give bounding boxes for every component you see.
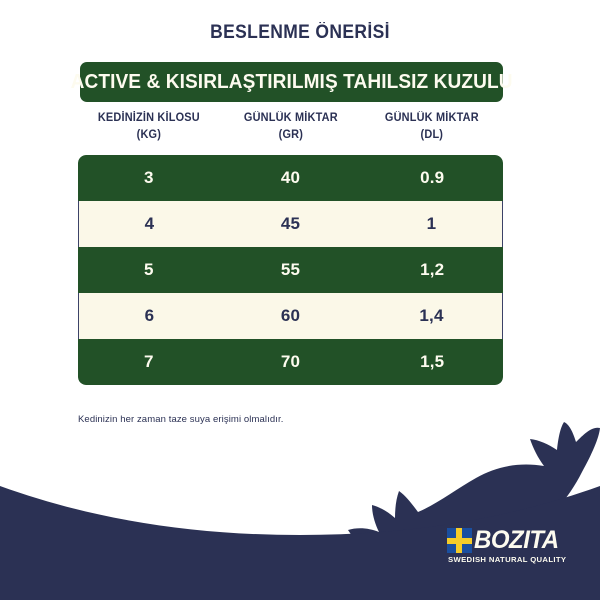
column-header-amount-gr-title: GÜNLÜK MİKTAR [243, 112, 338, 124]
swedish-flag-icon [447, 528, 472, 553]
cell-weight: 5 [144, 260, 154, 279]
column-header-weight-unit: (KG) [136, 129, 162, 141]
feeding-table: 3 40 0.9 4 45 1 5 55 1,2 6 60 1,4 7 70 1… [78, 155, 503, 385]
column-header-amount-gr-unit: (GR) [278, 129, 303, 141]
column-header-weight: KEDİNİZİN KİLOSU (KG) [82, 110, 217, 144]
cell-amount-dl: 1 [426, 214, 437, 233]
cell-weight: 6 [144, 306, 155, 325]
bozita-logo: BOZITA SWEDISH NATURAL QUALITY [447, 528, 566, 564]
column-header-weight-title: KEDİNİZİN KİLOSU [97, 112, 200, 124]
logo-tagline: SWEDISH NATURAL QUALITY [448, 555, 567, 564]
product-banner-label: ACTIVE & KISIRLAŞTIRILMIŞ TAHILSIZ KUZUL… [70, 70, 513, 93]
cell-weight: 7 [144, 352, 154, 371]
column-header-amount-dl-title: GÜNLÜK MİKTAR [385, 112, 480, 124]
cell-weight: 3 [144, 168, 154, 187]
column-header-amount-dl-unit: (DL) [420, 129, 444, 141]
cell-amount-dl: 0.9 [420, 168, 445, 187]
table-row: 5 55 1,2 [78, 247, 503, 293]
footer-wave-graphic [0, 420, 600, 600]
table-row: 3 40 0.9 [78, 155, 503, 201]
column-header-amount-dl: GÜNLÜK MİKTAR (DL) [365, 110, 500, 144]
logo-wordmark: BOZITA [474, 526, 559, 554]
product-banner: ACTIVE & KISIRLAŞTIRILMIŞ TAHILSIZ KUZUL… [71, 62, 512, 102]
cell-amount-gr: 55 [280, 260, 301, 279]
column-header-amount-gr: GÜNLÜK MİKTAR (GR) [223, 110, 358, 144]
table-row: 7 70 1,5 [78, 339, 503, 385]
table-row: 6 60 1,4 [78, 293, 503, 339]
page-title: BESLENME ÖNERİSİ [210, 22, 390, 43]
flag-cross-vertical [455, 528, 462, 553]
wave-shape [0, 486, 600, 600]
cell-weight: 4 [144, 214, 155, 233]
footnote-text: Kedinizin her zaman taze suya erişimi ol… [78, 414, 284, 425]
cell-amount-gr: 70 [280, 352, 301, 371]
cell-amount-dl: 1,5 [420, 352, 445, 371]
cell-amount-dl: 1,2 [420, 260, 445, 279]
cell-amount-gr: 40 [280, 168, 301, 187]
table-column-headers: KEDİNİZİN KİLOSU (KG) GÜNLÜK MİKTAR (GR)… [78, 110, 503, 144]
cell-amount-gr: 45 [280, 214, 301, 233]
cell-amount-gr: 60 [280, 306, 301, 325]
logo-wordmark-row: BOZITA [447, 528, 562, 553]
cell-amount-dl: 1,4 [419, 306, 444, 325]
table-row: 4 45 1 [78, 201, 503, 247]
